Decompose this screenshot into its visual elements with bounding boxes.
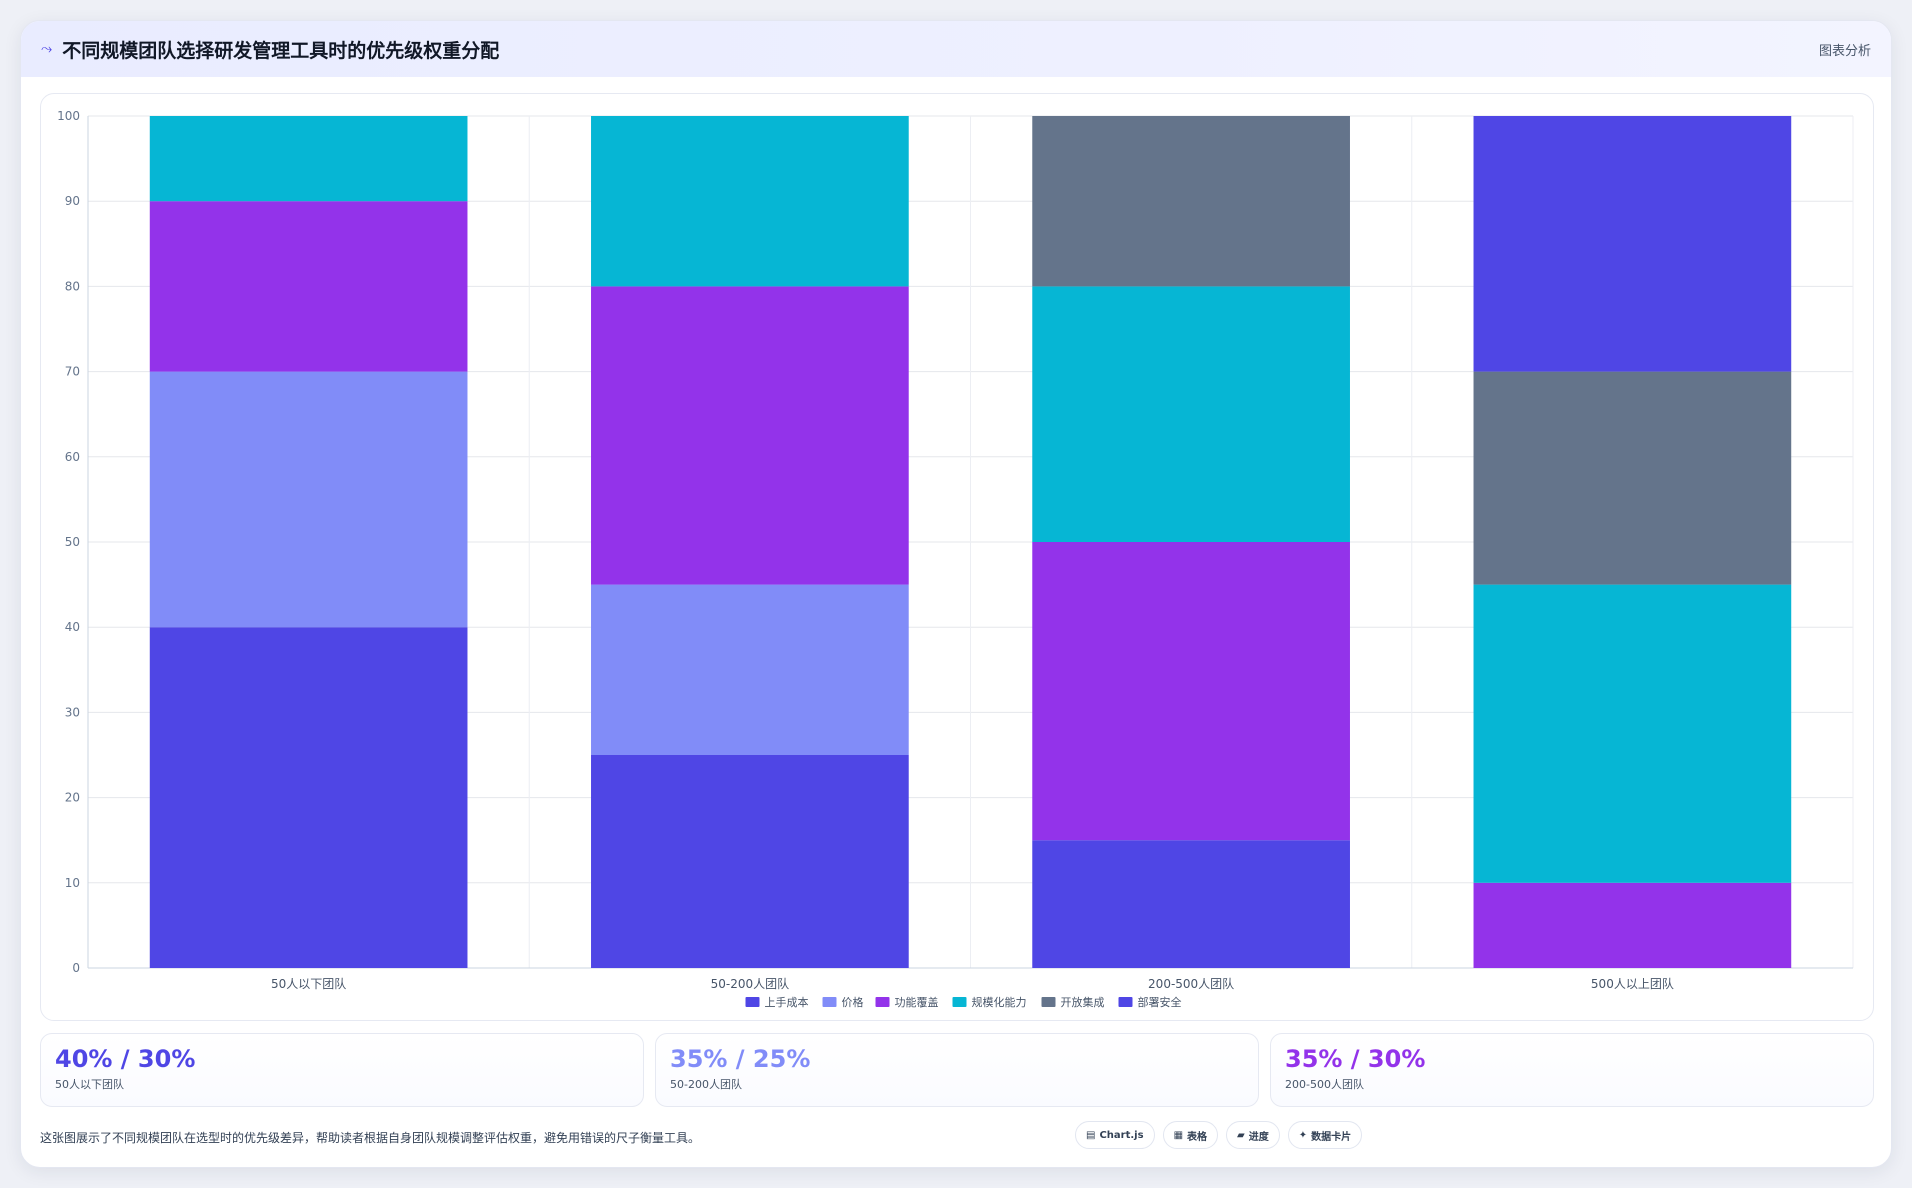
legend-swatch <box>1041 997 1056 1007</box>
stat-value-3: 35% / 30% <box>1285 1045 1426 1073</box>
x-tick-label: 50人以下团队 <box>271 976 346 991</box>
legend-label: 功能覆盖 <box>895 995 939 1009</box>
bar-segment <box>1473 371 1792 585</box>
card-header: ⤳ 不同规模团队选择研发管理工具时的优先级权重分配 图表分析 <box>21 21 1891 77</box>
y-tick-label: 70 <box>65 365 80 379</box>
legend-label: 上手成本 <box>765 995 809 1009</box>
y-tick-label: 30 <box>65 705 80 719</box>
chart-description: 这张图展示了不同规模团队在选型时的优先级差异，帮助读者根据自身团队规模调整评估权… <box>40 1131 701 1145</box>
chart-icon: ▤ <box>1086 1129 1096 1141</box>
y-tick-label: 90 <box>65 194 80 208</box>
progress-icon: ▰ <box>1237 1129 1245 1141</box>
bar-segment <box>1032 286 1350 542</box>
pill-table[interactable]: ▦ 表格 <box>1162 1121 1219 1149</box>
pill-data-card[interactable]: ✦ 数据卡片 <box>1287 1121 1363 1149</box>
legend-swatch <box>952 997 967 1007</box>
y-tick-label: 40 <box>65 620 80 634</box>
stat-card-3: 35% / 30% 200-500人团队 <box>1270 1033 1874 1107</box>
legend-label: 规模化能力 <box>972 995 1027 1009</box>
chart-analysis-badge[interactable]: 图表分析 <box>1818 43 1871 59</box>
stat-card-2: 35% / 25% 50-200人团队 <box>655 1033 1259 1107</box>
stat-value-1: 40% / 30% <box>55 1045 196 1073</box>
legend-label: 部署安全 <box>1138 995 1182 1009</box>
bar-segment <box>591 755 909 968</box>
bar-segment <box>1032 840 1350 968</box>
stacked-bar-chart: 0 10 20 30 40 50 60 70 80 90 100 50人以下团队 50-200人团队 20… <box>57 109 1854 1009</box>
bar-segment <box>1032 116 1350 287</box>
bar-segment <box>149 116 468 202</box>
bar-segment <box>149 201 468 372</box>
pill-label: Chart.js <box>1099 1129 1144 1141</box>
pill-label: 数据卡片 <box>1311 1131 1352 1143</box>
stat-card-1: 40% / 30% 50人以下团队 <box>40 1033 644 1107</box>
y-tick-label: 10 <box>65 876 80 890</box>
legend-label: 开放集成 <box>1061 995 1105 1009</box>
stat-label-2: 50-200人团队 <box>670 1078 742 1091</box>
bar-segment <box>1473 116 1792 372</box>
bar-segment <box>149 371 468 628</box>
chart-panel: 0 10 20 30 40 50 60 70 80 90 100 50人以下团队 50-200人团队 20… <box>40 93 1874 1021</box>
y-tick-label: 60 <box>65 450 80 464</box>
trend-icon: ⤳ <box>41 41 53 57</box>
pill-chartjs[interactable]: ▤ Chart.js <box>1075 1121 1155 1149</box>
y-tick-label: 100 <box>57 109 80 123</box>
table-icon: ▦ <box>1173 1129 1184 1141</box>
legend-swatch <box>822 997 837 1007</box>
x-tick-label: 500人以上团队 <box>1591 976 1674 991</box>
y-tick-label: 80 <box>65 279 80 293</box>
y-tick-label: 0 <box>72 961 80 975</box>
bar-segment <box>1032 542 1350 841</box>
legend-label: 价格 <box>842 995 864 1009</box>
bar-segment <box>1473 882 1792 968</box>
stat-cards: 40% / 30% 50人以下团队 35% / 25% 50-200人团队 35… <box>40 1033 1874 1107</box>
legend-swatch <box>1118 997 1133 1007</box>
pill-label: 进度 <box>1248 1131 1269 1143</box>
bar-segment <box>591 286 909 585</box>
bar-segment <box>591 584 909 755</box>
x-tick-label: 200-500人团队 <box>1148 976 1234 991</box>
bar-segment <box>149 627 468 968</box>
card-footer: 这张图展示了不同规模团队在选型时的优先级差异，帮助读者根据自身团队规模调整评估权… <box>40 1121 1874 1157</box>
legend-swatch <box>875 997 890 1007</box>
bar-segment <box>591 116 909 287</box>
bar-segment <box>1473 584 1792 883</box>
pill-label: 表格 <box>1187 1131 1208 1143</box>
chart-card: ⤳ 不同规模团队选择研发管理工具时的优先级权重分配 图表分析 0 10 20 30 40… <box>20 20 1892 1168</box>
stat-value-2: 35% / 25% <box>670 1045 811 1073</box>
pill-progress[interactable]: ▰ 进度 <box>1226 1121 1280 1149</box>
legend-swatch <box>745 997 760 1007</box>
y-tick-label: 50 <box>65 535 80 549</box>
stat-label-1: 50人以下团队 <box>55 1078 124 1091</box>
y-tick-label: 20 <box>65 791 80 805</box>
x-tick-label: 50-200人团队 <box>711 976 790 991</box>
page-title: 不同规模团队选择研发管理工具时的优先级权重分配 <box>62 39 500 62</box>
sparkle-icon: ✦ <box>1298 1129 1308 1141</box>
tag-pills: ▤ Chart.js ▦ 表格 ▰ 进度 ✦ 数据卡片 <box>1075 1121 1363 1149</box>
stat-label-3: 200-500人团队 <box>1285 1078 1364 1091</box>
